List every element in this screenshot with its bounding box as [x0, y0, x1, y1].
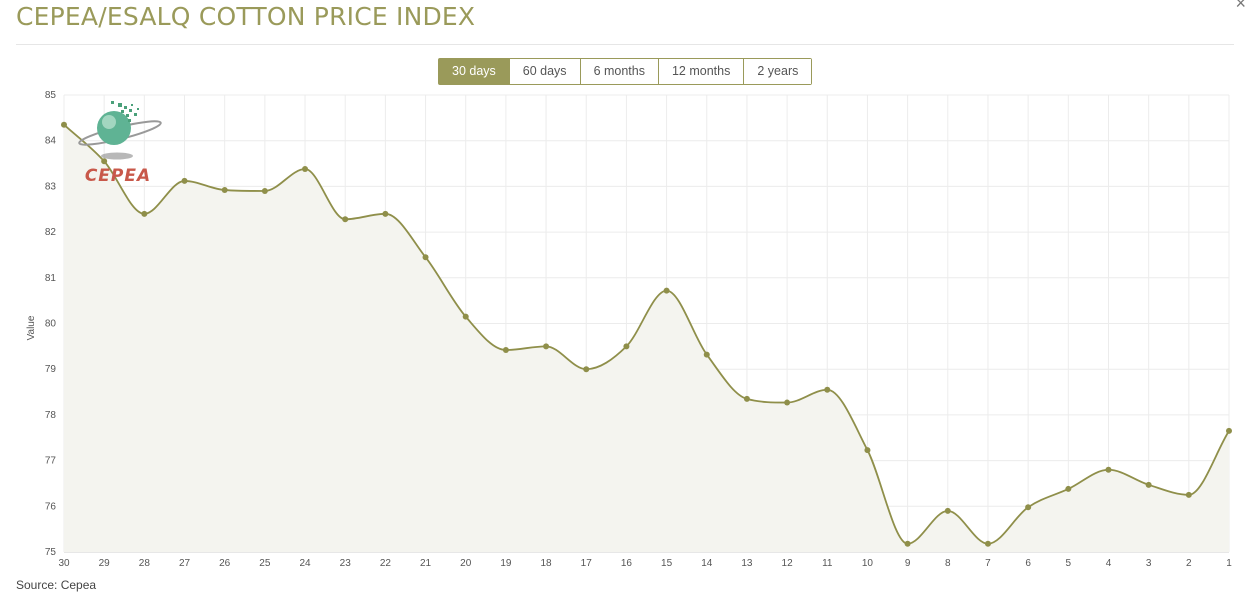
page-title: CEPEA/ESALQ COTTON PRICE INDEX: [16, 2, 476, 31]
data-point[interactable]: [824, 386, 831, 393]
x-tick-label: 12: [782, 558, 794, 569]
close-icon[interactable]: ×: [1235, 0, 1246, 13]
data-point[interactable]: [382, 210, 389, 217]
y-tick-label: 77: [45, 456, 57, 467]
data-point[interactable]: [784, 399, 791, 406]
x-tick-label: 4: [1106, 558, 1112, 569]
data-point[interactable]: [101, 158, 108, 165]
x-tick-label: 21: [420, 558, 432, 569]
x-tick-label: 24: [299, 558, 311, 569]
x-tick-label: 7: [985, 558, 991, 569]
x-tick-label: 8: [945, 558, 951, 569]
data-point[interactable]: [1145, 481, 1152, 488]
y-tick-label: 78: [45, 410, 57, 421]
tab-12-months[interactable]: 12 months: [657, 59, 744, 84]
y-tick-label: 85: [45, 90, 57, 101]
y-tick-label: 76: [45, 501, 57, 512]
x-tick-label: 17: [581, 558, 593, 569]
x-tick-label: 25: [259, 558, 271, 569]
source-note: Source: Cepea: [16, 578, 97, 592]
y-tick-label: 81: [45, 273, 57, 284]
x-tick-label: 15: [661, 558, 673, 569]
x-tick-label: 2: [1186, 558, 1192, 569]
x-tick-label: 11: [822, 558, 833, 569]
points-layer: [61, 121, 1232, 547]
x-tick-label: 14: [701, 558, 713, 569]
x-tick-label: 20: [460, 558, 472, 569]
data-point[interactable]: [1185, 491, 1192, 498]
data-point[interactable]: [743, 395, 750, 402]
data-point[interactable]: [221, 187, 228, 194]
x-tick-label: 23: [340, 558, 352, 569]
x-tick-label: 3: [1146, 558, 1152, 569]
y-axis-labels: 75 76 77 78 79 80 81 82 83 84 85: [45, 90, 57, 558]
x-tick-label: 22: [380, 558, 392, 569]
x-tick-label: 5: [1066, 558, 1072, 569]
data-point[interactable]: [1025, 504, 1032, 511]
data-point[interactable]: [703, 351, 710, 358]
x-axis-labels: 30 29 28 27 26 25 24 23 22 21 20 19 18 17 16 15 14 13 12 11…: [58, 558, 1232, 569]
x-tick-label: 9: [905, 558, 911, 569]
y-tick-label: 79: [45, 364, 57, 375]
tab-6-months[interactable]: 6 months: [579, 59, 658, 84]
x-tick-label: 19: [500, 558, 512, 569]
x-tick-label: 28: [139, 558, 151, 569]
price-area: [64, 124, 1229, 552]
area-layer: [64, 124, 1229, 552]
y-tick-label: 82: [45, 227, 57, 238]
y-axis-title: Value: [26, 315, 37, 340]
data-point[interactable]: [944, 507, 951, 514]
data-point[interactable]: [181, 177, 188, 184]
x-tick-label: 16: [621, 558, 633, 569]
range-tabs: 30 days 60 days 6 months 12 months 2 yea…: [438, 58, 813, 85]
x-tick-label: 10: [862, 558, 874, 569]
data-point[interactable]: [61, 121, 67, 128]
data-point[interactable]: [342, 216, 349, 223]
header-divider: [16, 44, 1234, 45]
x-tick-label: 18: [541, 558, 553, 569]
data-point[interactable]: [663, 287, 670, 294]
x-tick-label: 27: [179, 558, 191, 569]
y-tick-label: 75: [45, 547, 57, 558]
data-point[interactable]: [422, 254, 429, 261]
x-tick-label: 30: [58, 558, 70, 569]
data-point[interactable]: [583, 366, 590, 373]
data-point[interactable]: [864, 447, 871, 454]
cepea-logo-wordmark: CEPEA: [85, 166, 151, 186]
x-tick-label: 26: [219, 558, 231, 569]
data-point[interactable]: [623, 343, 630, 350]
x-tick-label: 13: [741, 558, 753, 569]
data-point[interactable]: [543, 343, 550, 350]
data-point[interactable]: [141, 210, 148, 217]
data-point[interactable]: [462, 313, 469, 320]
data-point[interactable]: [1065, 485, 1072, 492]
data-point[interactable]: [1105, 466, 1112, 473]
data-point[interactable]: [261, 187, 268, 194]
x-tick-label: 29: [99, 558, 111, 569]
y-tick-label: 80: [45, 319, 57, 330]
data-point[interactable]: [984, 540, 991, 547]
data-point[interactable]: [302, 166, 309, 173]
cepea-logo: CEPEA: [78, 101, 162, 186]
data-point[interactable]: [1226, 427, 1232, 434]
y-tick-label: 83: [45, 181, 57, 192]
data-point[interactable]: [502, 347, 509, 354]
data-point[interactable]: [904, 540, 911, 547]
tab-2-years[interactable]: 2 years: [743, 59, 812, 84]
y-tick-label: 84: [45, 136, 57, 147]
tab-60-days[interactable]: 60 days: [508, 59, 580, 84]
tab-30-days[interactable]: 30 days: [439, 59, 509, 84]
x-tick-label: 1: [1226, 558, 1232, 569]
x-tick-label: 6: [1025, 558, 1031, 569]
